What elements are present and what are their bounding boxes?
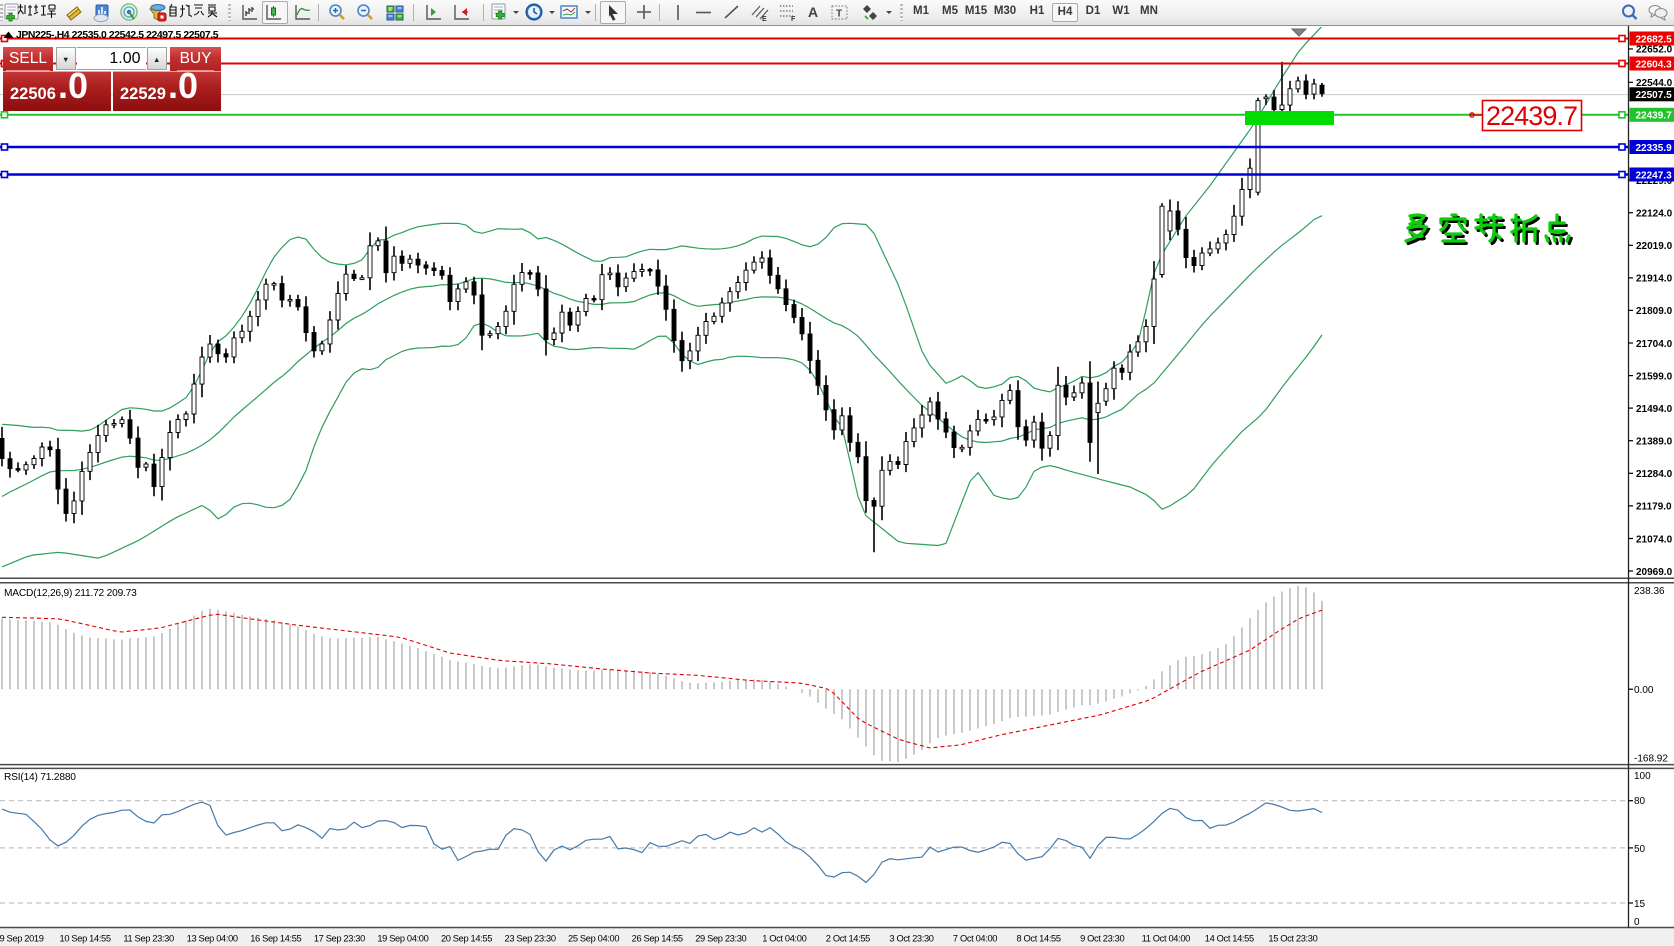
svg-text:RSI(14) 71.2880: RSI(14) 71.2880 bbox=[4, 772, 76, 783]
svg-text:1 Oct 04:00: 1 Oct 04:00 bbox=[762, 934, 806, 944]
svg-text:238.36: 238.36 bbox=[1634, 586, 1665, 597]
svg-text:11 Sep 23:30: 11 Sep 23:30 bbox=[123, 934, 174, 944]
svg-text:3 Oct 23:30: 3 Oct 23:30 bbox=[889, 934, 933, 944]
svg-text:21389.0: 21389.0 bbox=[1636, 437, 1673, 448]
svg-text:20969.0: 20969.0 bbox=[1636, 567, 1673, 578]
svg-text:23 Sep 23:30: 23 Sep 23:30 bbox=[505, 934, 556, 944]
svg-text:22124.0: 22124.0 bbox=[1636, 209, 1673, 220]
svg-text:13 Sep 04:00: 13 Sep 04:00 bbox=[187, 934, 238, 944]
svg-text:22335.9: 22335.9 bbox=[1636, 143, 1673, 154]
svg-text:MACD(12,26,9) 211.72 209.73: MACD(12,26,9) 211.72 209.73 bbox=[4, 588, 137, 599]
svg-text:22682.5: 22682.5 bbox=[1636, 34, 1673, 45]
svg-text:15: 15 bbox=[1634, 899, 1646, 910]
svg-text:21074.0: 21074.0 bbox=[1636, 534, 1673, 545]
svg-text:50: 50 bbox=[1634, 844, 1646, 855]
svg-text:21704.0: 21704.0 bbox=[1636, 339, 1673, 350]
svg-text:22439.7: 22439.7 bbox=[1486, 101, 1578, 131]
svg-text:22652.0: 22652.0 bbox=[1636, 45, 1673, 56]
svg-text:21284.0: 21284.0 bbox=[1636, 469, 1673, 480]
svg-text:20 Sep 14:55: 20 Sep 14:55 bbox=[441, 934, 492, 944]
svg-text:16 Sep 14:55: 16 Sep 14:55 bbox=[250, 934, 301, 944]
svg-text:21179.0: 21179.0 bbox=[1636, 502, 1672, 513]
svg-text:T: T bbox=[836, 9, 842, 20]
svg-text:21809.0: 21809.0 bbox=[1636, 306, 1673, 317]
svg-text:80: 80 bbox=[1634, 796, 1646, 807]
svg-text:22507.5: 22507.5 bbox=[1636, 90, 1673, 101]
svg-text:22439.7: 22439.7 bbox=[1636, 111, 1673, 122]
svg-text:9 Oct 23:30: 9 Oct 23:30 bbox=[1080, 934, 1124, 944]
svg-text:2 Oct 14:55: 2 Oct 14:55 bbox=[826, 934, 870, 944]
svg-text:9 Sep 2019: 9 Sep 2019 bbox=[0, 934, 44, 944]
svg-text:7 Oct 04:00: 7 Oct 04:00 bbox=[953, 934, 997, 944]
svg-text:22604.3: 22604.3 bbox=[1636, 59, 1673, 70]
svg-text:21494.0: 21494.0 bbox=[1636, 404, 1673, 415]
svg-text:26 Sep 14:55: 26 Sep 14:55 bbox=[632, 934, 683, 944]
svg-text:11 Oct 04:00: 11 Oct 04:00 bbox=[1142, 934, 1191, 944]
svg-text:21599.0: 21599.0 bbox=[1636, 371, 1673, 382]
svg-text:22019.0: 22019.0 bbox=[1636, 241, 1673, 252]
svg-text:JPN225-,H4 22535.0 22542.5 22: JPN225-,H4 22535.0 22542.5 22497.5 22507… bbox=[16, 30, 219, 41]
svg-text:-168.92: -168.92 bbox=[1634, 754, 1668, 765]
svg-text:10 Sep 14:55: 10 Sep 14:55 bbox=[60, 934, 111, 944]
svg-text:100: 100 bbox=[1634, 771, 1651, 782]
svg-text:22544.0: 22544.0 bbox=[1636, 78, 1673, 89]
svg-text:29 Sep 23:30: 29 Sep 23:30 bbox=[695, 934, 746, 944]
svg-text:0.00: 0.00 bbox=[1634, 685, 1654, 696]
svg-text:14 Oct 14:55: 14 Oct 14:55 bbox=[1205, 934, 1254, 944]
svg-text:25 Sep 04:00: 25 Sep 04:00 bbox=[568, 934, 619, 944]
svg-text:17 Sep 23:30: 17 Sep 23:30 bbox=[314, 934, 365, 944]
svg-text:E: E bbox=[762, 16, 767, 23]
svg-text:19 Sep 04:00: 19 Sep 04:00 bbox=[377, 934, 428, 944]
svg-text:22247.3: 22247.3 bbox=[1636, 170, 1673, 181]
svg-text:21914.0: 21914.0 bbox=[1636, 274, 1673, 285]
svg-text:0: 0 bbox=[1634, 917, 1640, 928]
svg-text:8 Oct 14:55: 8 Oct 14:55 bbox=[1016, 934, 1060, 944]
svg-text:15 Oct 23:30: 15 Oct 23:30 bbox=[1268, 934, 1317, 944]
svg-text:F: F bbox=[791, 16, 796, 23]
